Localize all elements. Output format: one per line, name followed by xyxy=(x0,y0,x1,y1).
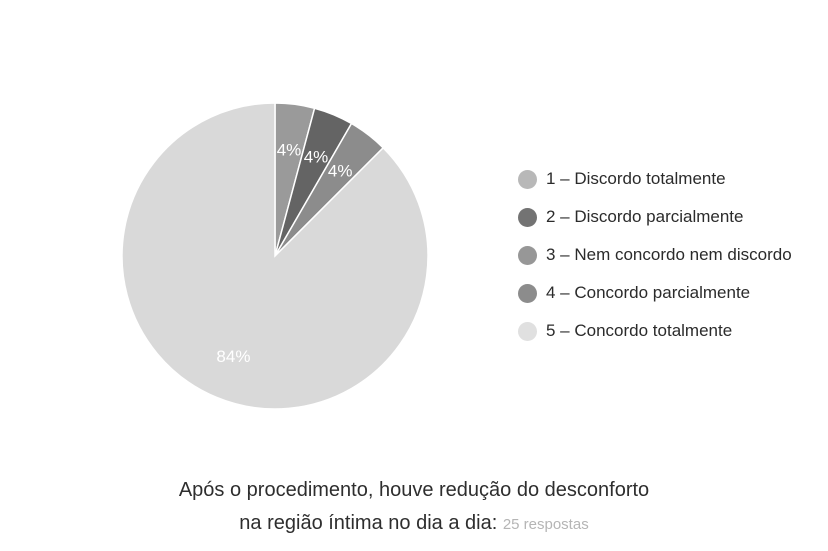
pie-slice-label-2: 4% xyxy=(304,148,329,167)
legend-item-2[interactable]: 2 – Discordo parcialmente xyxy=(518,198,792,236)
legend-swatch-4 xyxy=(518,283,537,303)
response-count: 25 respostas xyxy=(502,516,589,533)
legend-item-5[interactable]: 5 – Concordo totalmente xyxy=(518,312,792,350)
chart-title-line-1: Após o procedimento, houve redução do de… xyxy=(178,479,650,501)
legend-label-4: 4 – Concordo parcialmente xyxy=(546,283,751,302)
pie-slice-label-5: 84% xyxy=(216,347,250,366)
legend-label-2: 2 – Discordo parcialmente xyxy=(546,207,744,226)
chart-caption: Após o procedimento, houve redução do de… xyxy=(0,474,828,541)
legend-swatch-3 xyxy=(518,245,537,265)
legend-item-3[interactable]: 3 – Nem concordo nem discordo xyxy=(518,236,792,274)
chart-title-line-2: na região íntima no dia a dia: xyxy=(239,512,498,534)
legend-item-4[interactable]: 4 – Concordo parcialmente xyxy=(518,274,792,312)
legend-swatch-2 xyxy=(518,207,537,227)
legend-swatch-1 xyxy=(518,169,537,189)
legend-label-5: 5 – Concordo totalmente xyxy=(546,321,733,340)
legend-label-1: 1 – Discordo totalmente xyxy=(546,169,726,188)
legend-item-1[interactable]: 1 – Discordo totalmente xyxy=(518,160,792,198)
legend-label-3: 3 – Nem concordo nem discordo xyxy=(546,245,792,264)
pie-slice-5[interactable] xyxy=(121,102,429,410)
pie-slice-label-1: 4% xyxy=(277,140,302,159)
chart-title-line-2-wrap: na região íntima no dia a dia: 25 respos… xyxy=(0,507,828,541)
chart-legend: 1 – Discordo totalmente 2 – Discordo par… xyxy=(518,160,792,350)
pie-slice-label-3: 4% xyxy=(328,162,353,181)
legend-swatch-5 xyxy=(518,321,537,341)
